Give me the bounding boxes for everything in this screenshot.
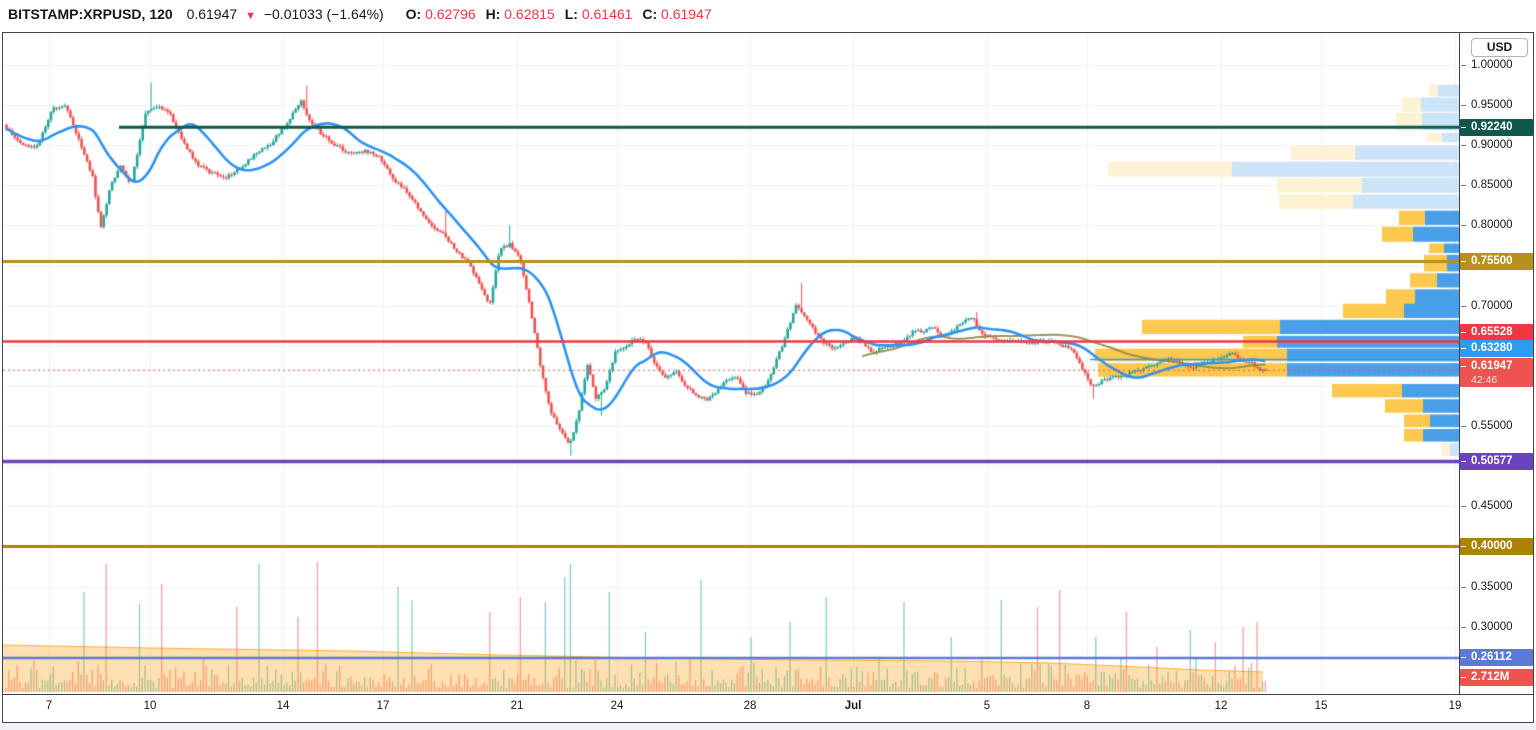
- price-label-2.712M: 2.712M: [1460, 668, 1533, 686]
- close-value: 0.61947: [661, 6, 712, 22]
- last-price: 0.61947: [186, 6, 238, 22]
- price-label-0.65528: 0.65528: [1460, 324, 1533, 342]
- high-value: 0.62815: [504, 6, 555, 22]
- price-label-0.92240: 0.92240: [1460, 118, 1533, 136]
- time-tick-19: 19: [1448, 700, 1462, 712]
- time-tick-8: 8: [1083, 700, 1091, 712]
- time-tick-14: 14: [276, 700, 290, 712]
- time-tick-28: 28: [743, 700, 757, 712]
- time-tick-15: 15: [1314, 700, 1328, 712]
- time-tick-12: 12: [1214, 700, 1228, 712]
- low-value: 0.61461: [581, 6, 633, 22]
- open-label: O:: [405, 6, 422, 22]
- price-label-0.61947: 0.61947 42:46: [1460, 357, 1533, 387]
- price-label-0.40000: 0.40000: [1460, 537, 1533, 555]
- time-tick-10: 10: [143, 700, 157, 712]
- interval-label: 120: [149, 6, 173, 22]
- price-axis-separator: [1459, 33, 1460, 694]
- symbol-name: BITSTAMP:XRPUSD,: [8, 6, 146, 22]
- time-axis-separator: [2, 694, 1534, 695]
- currency-toggle-button[interactable]: USD: [1471, 38, 1528, 57]
- price-tick-0.55000: 0.55000: [1460, 418, 1533, 434]
- price-axis[interactable]: 1.00000 0.95000 0.90000 0.85000 0.80000 0.700…: [1460, 33, 1533, 694]
- high-label: H:: [485, 6, 501, 22]
- time-axis[interactable]: 7 10 14 17 21 24 28 Jul 5 8 12 15 19: [3, 695, 1462, 722]
- time-tick-5: 5: [983, 700, 991, 712]
- price-tick-0.90000: 0.90000: [1460, 137, 1533, 153]
- price-label-0.63280: 0.63280: [1460, 340, 1533, 358]
- price-tick-0.30000: 0.30000: [1460, 619, 1533, 635]
- low-label: L:: [564, 6, 578, 22]
- price-tick-0.95000: 0.95000: [1460, 97, 1533, 113]
- time-tick-17: 17: [376, 700, 390, 712]
- open-value: 0.62796: [425, 6, 476, 22]
- chart-frame: [2, 32, 1534, 723]
- price-tick-0.35000: 0.35000: [1460, 579, 1533, 595]
- price-change: −0.01033 (−1.64%): [263, 6, 384, 22]
- symbol-legend[interactable]: BITSTAMP:XRPUSD, 120 0.61947 ▼ −0.01033 …: [8, 6, 712, 28]
- time-tick-7: 7: [45, 700, 53, 712]
- price-tick-0.45000: 0.45000: [1460, 498, 1533, 514]
- price-tick-1.00000: 1.00000: [1460, 57, 1533, 73]
- price-tick-0.80000: 0.80000: [1460, 217, 1533, 233]
- time-tick-24: 24: [610, 700, 624, 712]
- price-label-0.75500: 0.75500: [1460, 253, 1533, 270]
- candlestick-chart-canvas[interactable]: [3, 33, 1459, 694]
- price-label-0.50577: 0.50577: [1460, 453, 1533, 471]
- close-label: C:: [642, 6, 658, 22]
- price-tick-0.85000: 0.85000: [1460, 177, 1533, 193]
- price-tick-0.70000: 0.70000: [1460, 298, 1533, 314]
- time-tick-21: 21: [510, 700, 524, 712]
- price-label-0.26112: 0.26112: [1460, 649, 1533, 667]
- price-down-icon: ▼: [245, 10, 256, 22]
- time-tick-Jul: Jul: [844, 700, 862, 712]
- window-bottom-strip: [0, 723, 1536, 730]
